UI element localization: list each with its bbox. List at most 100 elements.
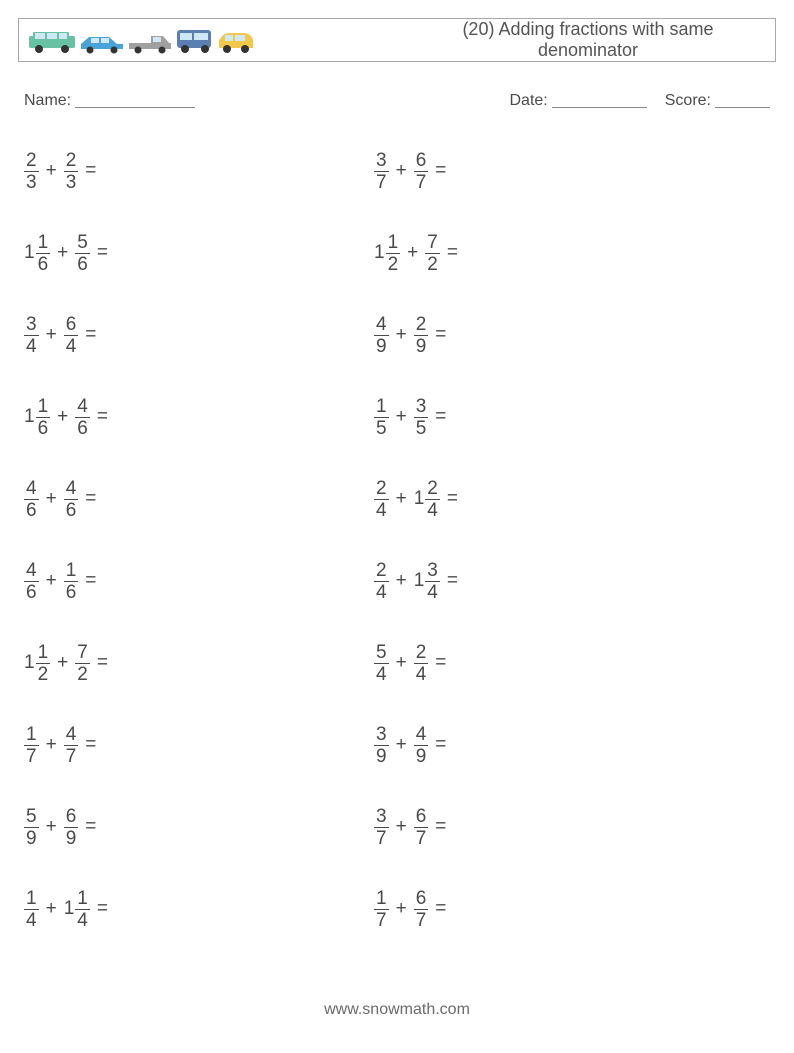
fraction: 46 bbox=[24, 561, 39, 602]
denominator: 7 bbox=[24, 745, 39, 766]
numerator: 1 bbox=[64, 561, 79, 581]
fraction-term: 72 bbox=[425, 233, 440, 274]
denominator: 7 bbox=[414, 827, 429, 848]
operator: + bbox=[39, 160, 64, 182]
numerator: 1 bbox=[75, 889, 90, 909]
problem: 54+24= bbox=[374, 622, 714, 704]
problem: 34+64= bbox=[24, 294, 364, 376]
whole-part: 1 bbox=[24, 242, 36, 264]
problem: 24+124= bbox=[374, 458, 714, 540]
fraction: 67 bbox=[414, 889, 429, 930]
numerator: 3 bbox=[425, 561, 440, 581]
fraction: 35 bbox=[414, 397, 429, 438]
denominator: 4 bbox=[374, 499, 389, 520]
numerator: 7 bbox=[75, 643, 90, 663]
problem: 37+67= bbox=[374, 130, 714, 212]
header-box: (20) Adding fractions with same denomina… bbox=[18, 18, 776, 62]
operator: + bbox=[50, 406, 75, 428]
denominator: 9 bbox=[24, 827, 39, 848]
operator: + bbox=[39, 324, 64, 346]
fraction-term: 24 bbox=[414, 643, 429, 684]
fraction: 12 bbox=[386, 233, 401, 274]
equals-sign: = bbox=[78, 816, 96, 838]
denominator: 4 bbox=[374, 663, 389, 684]
equals-sign: = bbox=[90, 242, 108, 264]
fraction-term: 46 bbox=[24, 479, 39, 520]
denominator: 6 bbox=[75, 417, 90, 438]
operator: + bbox=[39, 734, 64, 756]
denominator: 4 bbox=[425, 581, 440, 602]
fraction: 16 bbox=[64, 561, 79, 602]
numerator: 6 bbox=[414, 151, 429, 171]
equals-sign: = bbox=[428, 898, 446, 920]
equals-sign: = bbox=[78, 488, 96, 510]
problem: 49+29= bbox=[374, 294, 714, 376]
denominator: 3 bbox=[24, 171, 39, 192]
operator: + bbox=[39, 570, 64, 592]
operator: + bbox=[389, 488, 414, 510]
numerator: 3 bbox=[374, 151, 389, 171]
fraction: 49 bbox=[414, 725, 429, 766]
fraction-term: 112 bbox=[374, 233, 400, 274]
fraction: 49 bbox=[374, 315, 389, 356]
fraction: 15 bbox=[374, 397, 389, 438]
pickup-icon bbox=[127, 32, 173, 54]
fraction-term: 14 bbox=[24, 889, 39, 930]
fraction-term: 56 bbox=[75, 233, 90, 274]
numerator: 6 bbox=[64, 315, 79, 335]
worksheet-title: (20) Adding fractions with same denomina… bbox=[419, 19, 757, 60]
fraction-term: 17 bbox=[24, 725, 39, 766]
operator: + bbox=[389, 652, 414, 674]
operator: + bbox=[50, 652, 75, 674]
fraction-term: 15 bbox=[374, 397, 389, 438]
denominator: 4 bbox=[414, 663, 429, 684]
denominator: 9 bbox=[374, 335, 389, 356]
numerator: 4 bbox=[24, 479, 39, 499]
score-blank[interactable] bbox=[715, 94, 770, 108]
problem: 46+46= bbox=[24, 458, 364, 540]
denominator: 4 bbox=[75, 909, 90, 930]
fraction-term: 67 bbox=[414, 807, 429, 848]
name-blank[interactable] bbox=[75, 94, 195, 108]
numerator: 2 bbox=[374, 561, 389, 581]
denominator: 3 bbox=[64, 171, 79, 192]
fraction-term: 112 bbox=[24, 643, 50, 684]
van-icon bbox=[175, 26, 215, 54]
fraction-term: 46 bbox=[24, 561, 39, 602]
fraction: 34 bbox=[24, 315, 39, 356]
numerator: 2 bbox=[24, 151, 39, 171]
fraction-term: 54 bbox=[374, 643, 389, 684]
numerator: 3 bbox=[24, 315, 39, 335]
denominator: 7 bbox=[414, 909, 429, 930]
fraction-term: 134 bbox=[414, 561, 440, 602]
denominator: 6 bbox=[64, 499, 79, 520]
denominator: 9 bbox=[374, 745, 389, 766]
denominator: 2 bbox=[36, 663, 51, 684]
equals-sign: = bbox=[440, 488, 458, 510]
numerator: 1 bbox=[36, 397, 51, 417]
fraction-term: 29 bbox=[414, 315, 429, 356]
equals-sign: = bbox=[428, 324, 446, 346]
numerator: 3 bbox=[374, 725, 389, 745]
fraction-term: 49 bbox=[414, 725, 429, 766]
operator: + bbox=[389, 160, 414, 182]
date-blank[interactable] bbox=[552, 94, 647, 108]
fraction: 24 bbox=[414, 643, 429, 684]
denominator: 2 bbox=[386, 253, 401, 274]
fraction-term: 24 bbox=[374, 561, 389, 602]
whole-part: 1 bbox=[24, 406, 36, 428]
fraction: 46 bbox=[75, 397, 90, 438]
denominator: 9 bbox=[414, 745, 429, 766]
equals-sign: = bbox=[440, 242, 458, 264]
problem: 116+56= bbox=[24, 212, 364, 294]
equals-sign: = bbox=[90, 652, 108, 674]
whole-part: 1 bbox=[24, 652, 36, 674]
vehicle-icons bbox=[19, 26, 255, 54]
denominator: 6 bbox=[36, 253, 51, 274]
fraction-term: 23 bbox=[64, 151, 79, 192]
equals-sign: = bbox=[428, 406, 446, 428]
fraction: 14 bbox=[75, 889, 90, 930]
problem: 46+16= bbox=[24, 540, 364, 622]
operator: + bbox=[389, 734, 414, 756]
equals-sign: = bbox=[90, 898, 108, 920]
